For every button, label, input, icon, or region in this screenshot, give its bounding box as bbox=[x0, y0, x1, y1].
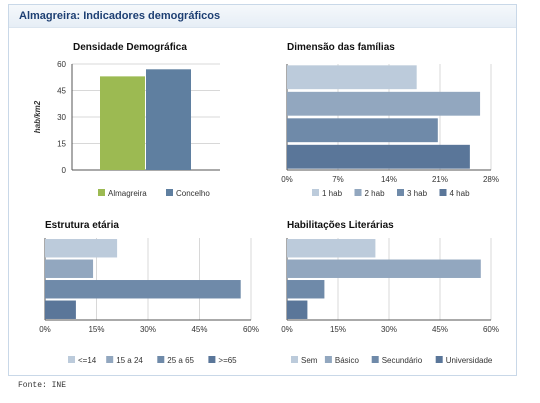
x-tick-label-0: 0% bbox=[39, 325, 51, 334]
bar-3 bbox=[45, 280, 241, 299]
x-tick-label-2: 30% bbox=[381, 325, 397, 334]
legend-label-3: >=65 bbox=[218, 356, 237, 365]
age-structure-chart: Estrutura etária 0% 15% 30% 45% 60% <=14 15 a 2… bbox=[39, 220, 259, 365]
legend-swatch-3 bbox=[435, 356, 443, 363]
y-tick-label-3: 45 bbox=[57, 87, 66, 96]
legend-label-0: <=14 bbox=[78, 356, 97, 365]
legend-swatch-1 bbox=[354, 189, 362, 196]
legend-label-2: 25 a 65 bbox=[167, 356, 194, 365]
x-tick-label-1: 15% bbox=[88, 325, 104, 334]
legend-swatch-0 bbox=[291, 356, 298, 363]
bar-4 bbox=[45, 300, 76, 319]
density-chart: Densidade Demográfica 0 15 30 45 60 hab/km2 Alm… bbox=[33, 42, 220, 198]
legend-label-1: Concelho bbox=[176, 189, 210, 198]
legend-label-3: Universidade bbox=[446, 356, 493, 365]
legend-swatch-2 bbox=[371, 356, 379, 363]
legend-swatch-1 bbox=[166, 189, 173, 196]
legend-swatch-0 bbox=[312, 189, 319, 196]
indicators-panel: Almagreira: Indicadores demográficos bbox=[8, 4, 517, 376]
bar-4 bbox=[287, 144, 470, 169]
y-tick-label-2: 30 bbox=[57, 113, 66, 122]
bar-4 bbox=[287, 300, 308, 319]
y-tick-label-4: 60 bbox=[57, 60, 66, 69]
legend-label-3: 4 hab bbox=[450, 189, 471, 198]
legend-label-1: 15 a 24 bbox=[116, 356, 143, 365]
bar-1 bbox=[287, 65, 417, 90]
x-tick-label-0: 0% bbox=[281, 175, 293, 184]
chart-title: Habilitações Literárias bbox=[287, 220, 394, 231]
x-tick-label-3: 21% bbox=[432, 175, 448, 184]
legend-swatch-3 bbox=[439, 189, 447, 196]
y-axis-label: hab/km2 bbox=[33, 100, 42, 133]
bar-2 bbox=[45, 259, 94, 278]
x-tick-label-3: 45% bbox=[191, 325, 207, 334]
legend-label-1: Básico bbox=[335, 356, 360, 365]
legend-label-0: Almagreira bbox=[108, 189, 147, 198]
bar-1 bbox=[45, 239, 118, 258]
bar-2 bbox=[287, 259, 481, 278]
legend-label-0: Sem bbox=[301, 356, 318, 365]
bar-almagreira bbox=[100, 76, 145, 170]
bar-2 bbox=[287, 91, 481, 116]
legend-label-2: 3 hab bbox=[407, 189, 428, 198]
chart-title: Densidade Demográfica bbox=[73, 42, 187, 53]
legend-swatch-0 bbox=[98, 189, 105, 196]
bar-3 bbox=[287, 118, 438, 143]
bar-concelho bbox=[146, 69, 191, 170]
legend-swatch-2 bbox=[397, 189, 404, 196]
x-tick-label-2: 14% bbox=[381, 175, 397, 184]
chart-title: Dimensão das famílias bbox=[287, 42, 395, 53]
legend-label-2: Secundário bbox=[382, 356, 423, 365]
legend-swatch-2 bbox=[157, 356, 165, 363]
legend-swatch-3 bbox=[208, 356, 216, 363]
bar-1 bbox=[287, 239, 376, 258]
y-tick-label-0: 0 bbox=[62, 166, 67, 175]
legend-swatch-0 bbox=[68, 356, 75, 363]
x-tick-label-4: 60% bbox=[483, 325, 499, 334]
bar-3 bbox=[287, 280, 325, 299]
legend-label-1: 2 hab bbox=[365, 189, 386, 198]
education-chart: Habilitações Literárias 0% 15% 30% 45% 60% Sem… bbox=[281, 220, 499, 365]
x-tick-label-4: 28% bbox=[483, 175, 499, 184]
x-tick-label-1: 15% bbox=[330, 325, 346, 334]
x-tick-label-2: 30% bbox=[140, 325, 156, 334]
x-tick-label-3: 45% bbox=[432, 325, 448, 334]
chart-title: Estrutura etária bbox=[45, 220, 119, 231]
panel-header: Almagreira: Indicadores demográficos bbox=[9, 5, 516, 28]
family-size-chart: Dimensão das famílias 0% 7% 14% 21% 28% 1 hab 2… bbox=[281, 42, 499, 198]
legend-swatch-1 bbox=[324, 356, 332, 363]
panel-title: Almagreira: Indicadores demográficos bbox=[19, 10, 221, 22]
x-tick-label-1: 7% bbox=[332, 175, 344, 184]
legend-swatch-1 bbox=[106, 356, 114, 363]
legend-label-0: 1 hab bbox=[322, 189, 343, 198]
x-tick-label-0: 0% bbox=[281, 325, 293, 334]
x-tick-label-4: 60% bbox=[243, 325, 259, 334]
source-note: Fonte: INE bbox=[18, 381, 67, 390]
y-tick-label-1: 15 bbox=[57, 140, 66, 149]
